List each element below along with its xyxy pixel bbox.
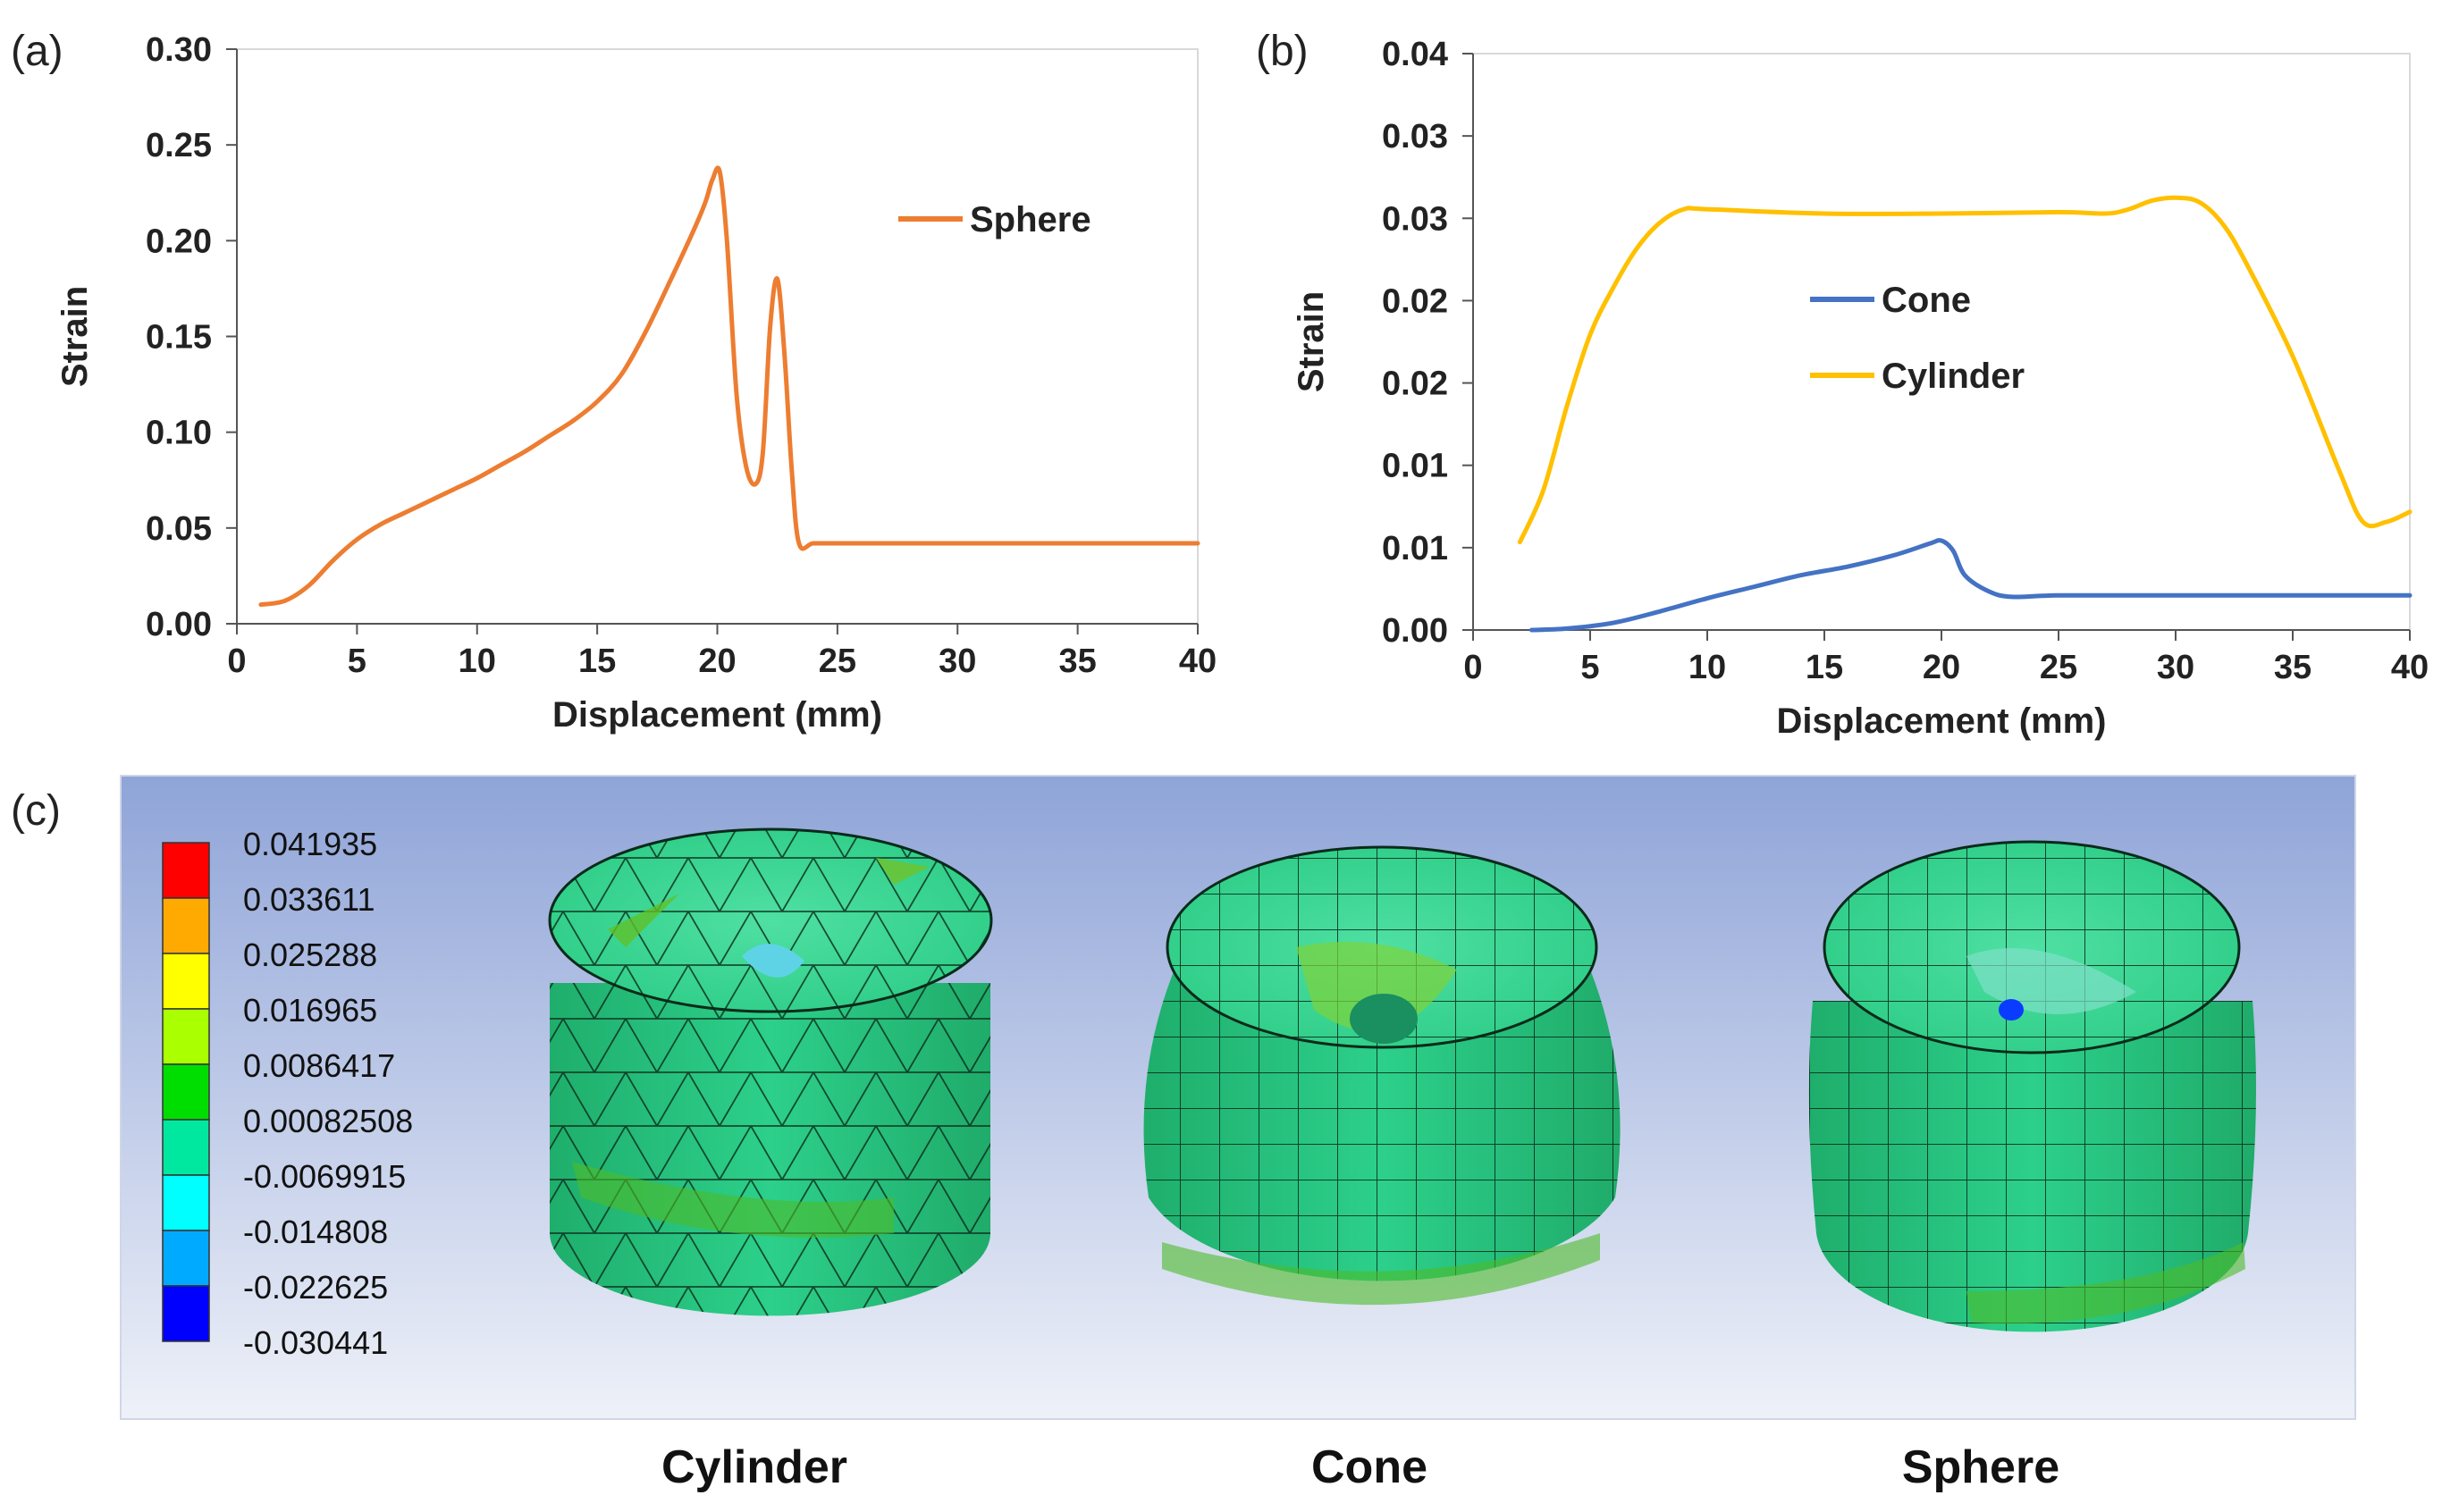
plot-frame	[236, 48, 1199, 625]
contour-legend: 0.041935 0.033611 0.025288 0.016965 0.008641…	[162, 826, 413, 1361]
y-tick-label: 0.30	[146, 31, 212, 69]
x-tick-label: 5	[1580, 649, 1599, 686]
sphere-mesh	[1808, 840, 2256, 1332]
contour-value: -0.0069915	[243, 1158, 406, 1195]
x-axis-label: Displacement (mm)	[1777, 701, 2107, 741]
x-tick-label: 15	[578, 643, 616, 680]
contour-swatch	[162, 1063, 210, 1121]
contour-swatch	[162, 842, 210, 899]
contour-swatch	[162, 1008, 210, 1065]
x-tick-label: 10	[1688, 649, 1726, 686]
y-tick-label: 0.05	[146, 510, 212, 548]
contour-value: 0.041935	[243, 826, 377, 862]
cone-label: Cone	[1311, 1441, 1427, 1493]
y-tick-label: 0.04	[1382, 36, 1448, 73]
x-tick-label: 35	[1058, 643, 1096, 680]
x-tick-label: 40	[1179, 643, 1217, 680]
y-tick-label: 0.25	[146, 127, 212, 164]
x-tick-label: 10	[459, 643, 496, 680]
contour-value: 0.016965	[243, 992, 377, 1029]
y-axis-label: Strain	[1292, 291, 1331, 392]
contour-value: 0.033611	[243, 881, 375, 918]
contour-value: -0.014808	[243, 1214, 388, 1250]
x-tick-label: 40	[2391, 649, 2429, 686]
legend-label-cylinder: Cylinder	[1882, 357, 2025, 396]
plot-frame	[1472, 53, 2411, 631]
x-tick-label: 20	[698, 643, 736, 680]
y-tick-label: 0.02	[1382, 365, 1448, 403]
y-tick-label: 0.15	[146, 319, 212, 357]
x-tick-label: 30	[939, 643, 976, 680]
contour-swatch	[162, 953, 210, 1010]
x-tick-label: 0	[1463, 649, 1482, 686]
y-tick-label: 0.10	[146, 415, 212, 452]
cylinder-mesh	[548, 827, 993, 1316]
panel-a-letter: (a)	[11, 28, 63, 75]
y-tick-label: 0.01	[1382, 530, 1448, 567]
cylinder-label: Cylinder	[661, 1441, 848, 1493]
series-line-cylinder	[1517, 195, 2413, 545]
panel-c-letter: (c)	[11, 787, 61, 835]
chart-a: 0 5 10 15 20 25 30 35 40 0.00 0.05 0.10 0.15 0.20 0.25…	[55, 31, 1217, 735]
contour-swatch	[162, 1285, 210, 1342]
series-line-sphere	[258, 165, 1200, 608]
x-tick-label: 5	[348, 643, 366, 680]
panel-b-letter: (b)	[1256, 28, 1309, 75]
contour-swatch	[162, 1174, 210, 1231]
legend-label-cone: Cone	[1882, 281, 1971, 320]
y-tick-label: 0.03	[1382, 118, 1448, 155]
y-tick-label: 0.01	[1382, 448, 1448, 485]
x-axis-label: Displacement (mm)	[552, 695, 882, 735]
y-tick-label: 0.20	[146, 223, 212, 260]
contour-swatch	[162, 897, 210, 954]
contour-swatch	[162, 1230, 210, 1287]
contour-value: 0.025288	[243, 937, 377, 973]
contour-value: -0.022625	[243, 1269, 388, 1306]
x-tick-label: 25	[819, 643, 856, 680]
x-tick-label: 30	[2157, 649, 2194, 686]
x-tick-label: 35	[2274, 649, 2311, 686]
contour-value: -0.030441	[243, 1324, 388, 1361]
y-tick-label: 0.02	[1382, 282, 1448, 320]
chart-b: 0 5 10 15 20 25 30 35 40 0.00 0.01 0.01 0.02 0.02 0.03…	[1292, 36, 2429, 741]
x-tick-label: 0	[227, 643, 246, 680]
y-tick-label: 0.00	[1382, 612, 1448, 650]
y-tick-label: 0.03	[1382, 200, 1448, 238]
y-tick-label: 0.00	[146, 606, 212, 643]
contour-swatch	[162, 1119, 210, 1176]
legend-label-sphere: Sphere	[970, 200, 1091, 239]
x-tick-label: 20	[1923, 649, 1960, 686]
series-line-cone	[1529, 538, 2413, 633]
contour-value: 0.00082508	[243, 1103, 413, 1139]
x-tick-label: 25	[2040, 649, 2077, 686]
y-axis-label: Strain	[55, 286, 95, 387]
contour-value: 0.0086417	[243, 1047, 395, 1084]
x-tick-label: 15	[1806, 649, 1843, 686]
cone-mesh	[1143, 845, 1621, 1306]
sphere-label: Sphere	[1901, 1441, 2060, 1493]
